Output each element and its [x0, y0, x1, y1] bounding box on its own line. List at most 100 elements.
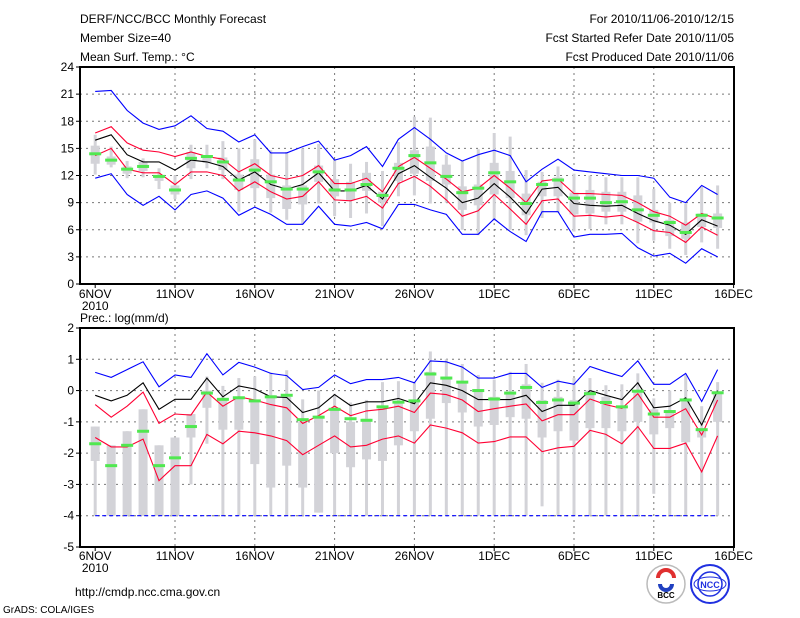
box-bar [218, 398, 228, 430]
box-bar [441, 376, 451, 404]
ens-mark [264, 395, 277, 399]
ens-mark [631, 208, 644, 212]
ens-mark [264, 180, 277, 184]
box-bar [569, 399, 579, 441]
header-variable: Mean Surf. Temp.: °C [80, 50, 195, 64]
ens-mark [424, 372, 437, 376]
series-line-upper [94, 126, 718, 226]
x-tick-label: 21NOV [315, 287, 354, 301]
y-tick-label: 18 [61, 114, 75, 128]
ens-mark [344, 188, 357, 192]
whisker-bar [700, 406, 704, 516]
whisker-bar [412, 382, 416, 516]
ens-mark [679, 398, 692, 402]
y-tick-label: 9 [67, 196, 74, 210]
y-tick-label: -2 [63, 446, 74, 460]
box-bar [202, 390, 212, 408]
ens-mark [184, 425, 197, 429]
x-tick-label: 11DEC [635, 549, 673, 563]
ens-mark [599, 400, 612, 404]
box-bar [713, 213, 723, 228]
box-bar [553, 396, 563, 432]
ens-mark [583, 392, 596, 396]
box-bar [282, 185, 292, 209]
box-bar [346, 421, 356, 468]
whisker-bar [540, 382, 544, 507]
ens-mark [504, 391, 517, 395]
whisker-bar [492, 379, 496, 516]
ens-mark [440, 376, 453, 380]
ens-mark [456, 380, 469, 384]
ens-mark [153, 464, 166, 468]
y-tick-label: -3 [63, 477, 74, 491]
y-tick-label: 0 [67, 384, 74, 398]
ens-mark [137, 429, 150, 433]
ens-mark [583, 196, 596, 200]
ens-mark [312, 415, 325, 419]
box-bar [489, 162, 499, 195]
ens-mark [408, 154, 421, 158]
series-line-mean [95, 134, 718, 235]
x-tick-label: 6DEC [558, 549, 590, 563]
box-bar [649, 409, 659, 435]
ens-mark [280, 393, 293, 397]
ens-mark [232, 396, 245, 400]
bcc-logo-text: BCC [657, 591, 675, 600]
series-line-max [95, 352, 719, 403]
ens-mark [392, 400, 405, 404]
whisker-bar [716, 382, 720, 516]
box-bar [665, 412, 675, 429]
ens-mark [695, 213, 708, 217]
whisker-bar [572, 378, 576, 516]
ens-mark [488, 171, 501, 175]
x-tick-label: 1DEC [478, 287, 510, 301]
temperature-panel: 0 3 6 9 12 15 18 21 24 6NOV 11NOV 16NOV 21NOV 26NOV 1D… [61, 60, 754, 313]
whisker-bar [636, 373, 640, 516]
ens-mark [711, 216, 724, 220]
ens-mark [615, 405, 628, 409]
whisker-bar [604, 385, 608, 516]
ens-mark [568, 401, 580, 405]
y-tick-label: 0 [67, 277, 74, 291]
whisker-bar [460, 363, 464, 516]
plot-frame [79, 327, 735, 548]
box-bar [665, 219, 675, 237]
series-line-lower [94, 424, 719, 482]
ens-mark [344, 417, 357, 421]
ens-mark [711, 391, 724, 395]
x-tick-label: 16NOV [235, 549, 274, 563]
whisker-bar [668, 390, 672, 516]
whisker-bar [428, 351, 432, 516]
whisker-bar [620, 384, 624, 516]
ens-mark [89, 152, 102, 156]
ens-mark [376, 193, 389, 197]
box-bar [473, 389, 483, 427]
box-bar [441, 164, 451, 185]
ens-mark [520, 385, 533, 389]
footer-credit: GrADS: COLA/IGES [3, 605, 94, 616]
ens-mark [121, 443, 134, 447]
ens-mark [153, 174, 166, 178]
box-bar [489, 396, 499, 425]
x-tick-label: 26NOV [395, 549, 434, 563]
ens-mark [647, 213, 660, 217]
box-bar [393, 162, 403, 181]
whisker-bar [444, 359, 448, 516]
x-tick-label: 6NOV [79, 287, 112, 301]
ncc-logo: NCC [690, 564, 730, 604]
ens-mark [536, 183, 549, 187]
ens-mark [552, 178, 565, 182]
ens-mark [296, 187, 309, 191]
ens-mark [424, 161, 437, 165]
box-bar [585, 390, 595, 429]
box-bar [633, 390, 643, 422]
y-tick-label: 2 [67, 321, 74, 335]
ens-mark [248, 399, 261, 403]
box-bar [617, 406, 627, 432]
x-tick-label: 6DEC [558, 287, 590, 301]
ens-mark [392, 166, 405, 170]
footer-url[interactable]: http://cmdp.ncc.cma.gov.cn [75, 585, 220, 599]
bcc-logo: BCC [646, 564, 686, 604]
x-tick-label: 26NOV [395, 287, 434, 301]
